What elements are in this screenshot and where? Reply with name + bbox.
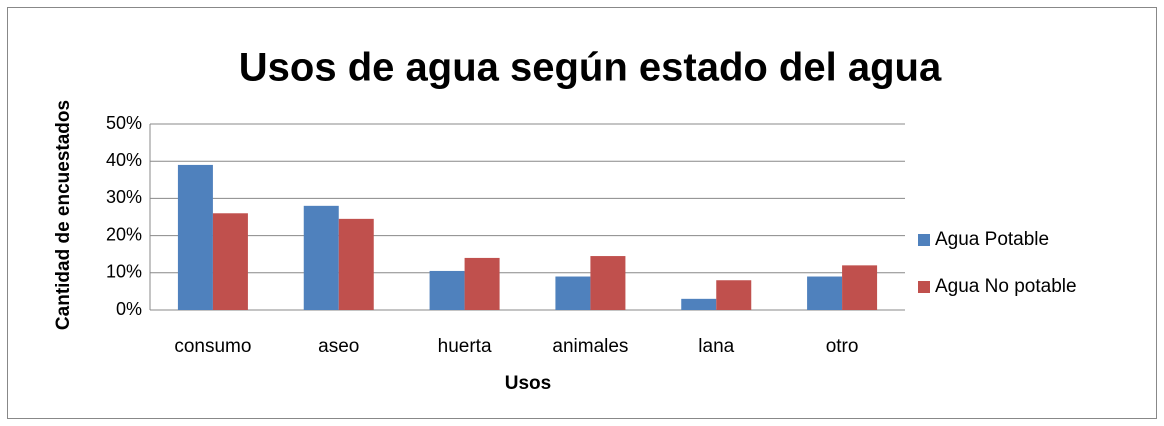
bar <box>842 265 878 310</box>
legend-swatch <box>918 234 930 246</box>
y-tick-label: 40% <box>106 150 142 170</box>
bar <box>716 280 752 310</box>
bar <box>590 256 626 310</box>
bar <box>429 270 465 310</box>
y-tick-label: 0% <box>116 299 142 319</box>
y-axis-label: Cantidad de encuestados <box>53 100 74 330</box>
y-tick-label: 30% <box>106 187 142 207</box>
y-tick-label: 10% <box>106 262 142 282</box>
bar <box>338 218 374 310</box>
x-axis-label: Usos <box>505 373 551 394</box>
x-tick-label: aseo <box>318 336 359 357</box>
x-tick-label: otro <box>826 336 859 357</box>
bar <box>464 257 500 310</box>
legend-label: Agua No potable <box>935 276 1077 297</box>
bar <box>303 205 339 310</box>
y-tick-label: 20% <box>106 224 142 244</box>
bar <box>555 276 591 310</box>
y-tick-label: 50% <box>106 113 142 133</box>
bar <box>807 276 843 310</box>
x-tick-label: lana <box>698 336 734 357</box>
legend-swatch <box>918 281 930 293</box>
x-tick-label: animales <box>552 336 628 357</box>
x-tick-label: huerta <box>438 336 492 357</box>
legend-label: Agua Potable <box>935 229 1049 250</box>
bar <box>177 164 213 310</box>
bar <box>212 213 248 310</box>
chart-title: Usos de agua según estado del agua <box>239 46 942 90</box>
x-tick-label: consumo <box>174 336 251 357</box>
bar <box>681 298 717 310</box>
